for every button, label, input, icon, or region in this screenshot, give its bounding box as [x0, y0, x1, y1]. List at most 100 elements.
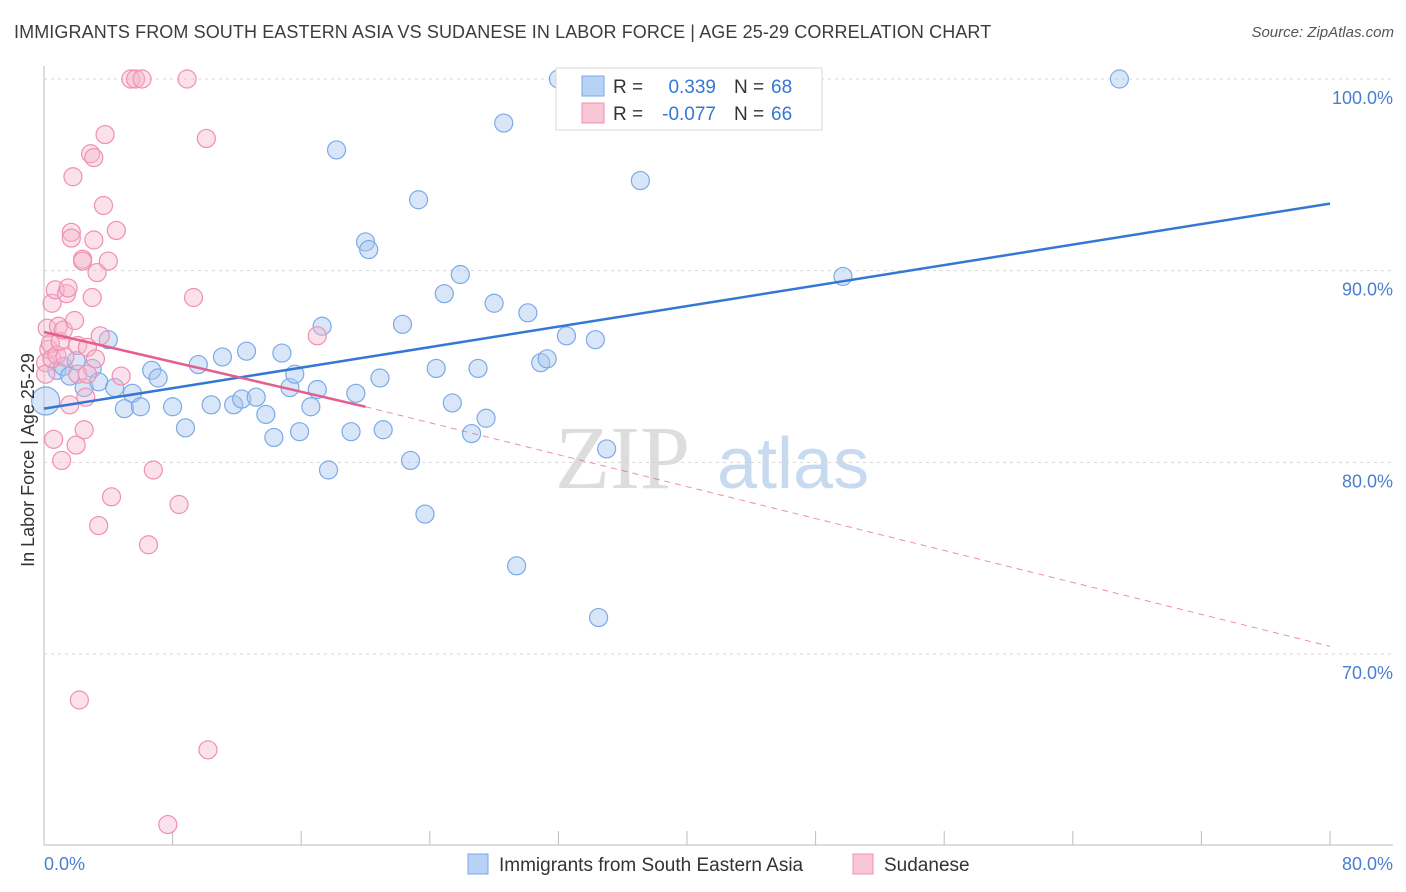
legend-r-label-sea: R = [613, 77, 643, 98]
data-point-south-eastern-asia [355, 232, 376, 252]
data-point-sudanese [196, 128, 216, 149]
data-point-south-eastern-asia [188, 354, 208, 375]
legend-r-value-sea: 0.339 [668, 77, 716, 98]
points-layer [31, 69, 1130, 835]
watermark-zip: ZIP [555, 409, 690, 508]
data-point-south-eastern-asia [114, 399, 134, 419]
data-point-south-eastern-asia [163, 397, 183, 417]
axis-layer: 100.0% 90.0% 80.0% 70.0% [43, 66, 1393, 846]
data-point-sudanese [95, 124, 115, 145]
data-point-sudanese [87, 262, 107, 283]
legend-n-label-sudanese: N = [734, 104, 764, 125]
data-point-south-eastern-asia [400, 450, 421, 471]
data-point-sudanese [61, 228, 81, 248]
data-point-south-eastern-asia [148, 368, 168, 388]
data-point-south-eastern-asia [476, 408, 496, 428]
data-point-sudanese [69, 690, 89, 710]
data-point-sudanese [143, 460, 163, 480]
data-point-sudanese [111, 366, 131, 386]
x-tick-label-min: 0.0% [44, 854, 85, 874]
data-point-sudanese [55, 347, 75, 367]
y-tick-label: 70.0% [1342, 663, 1393, 683]
y-tick-label: 90.0% [1342, 280, 1393, 300]
data-point-south-eastern-asia [130, 397, 151, 417]
data-point-sudanese [106, 220, 126, 241]
data-point-south-eastern-asia [434, 284, 454, 304]
bottom-legend-swatch-sudanese [852, 853, 874, 875]
trend-line-sudanese-extension [365, 406, 1331, 647]
data-point-south-eastern-asia [256, 404, 276, 425]
data-point-south-eastern-asia [359, 239, 379, 260]
trend-line-sudanese [43, 330, 366, 408]
data-point-south-eastern-asia [588, 607, 609, 628]
data-point-south-eastern-asia [341, 422, 361, 442]
data-point-sudanese [198, 740, 218, 760]
data-point-south-eastern-asia [232, 389, 252, 409]
bottom-legend-swatch-sea [467, 853, 489, 875]
data-point-sudanese [72, 251, 93, 271]
x-tick-label-max: 80.0% [1342, 854, 1393, 874]
correlation-legend: R = 0.339 N = 68 R = -0.077 N = 66 [555, 67, 823, 131]
data-point-sudanese [44, 429, 64, 449]
data-point-sudanese [169, 494, 189, 515]
data-point-south-eastern-asia [426, 358, 446, 379]
data-point-sudanese [82, 287, 102, 308]
data-point-south-eastern-asia [175, 418, 196, 438]
data-point-south-eastern-asia [415, 504, 435, 524]
data-point-sudanese [126, 69, 146, 89]
data-point-south-eastern-asia [597, 439, 617, 459]
data-point-sudanese [93, 195, 114, 216]
data-point-south-eastern-asia [201, 395, 221, 415]
trend-layer [43, 202, 1331, 647]
data-point-sudanese [74, 420, 94, 440]
data-point-south-eastern-asia [236, 341, 257, 361]
data-point-south-eastern-asia [518, 303, 538, 323]
data-point-sudanese [138, 535, 159, 555]
data-point-sudanese [132, 69, 152, 89]
trend-line-south-eastern-asia [43, 202, 1331, 410]
data-point-south-eastern-asia [392, 314, 413, 334]
y-tick-label: 100.0% [1332, 88, 1393, 108]
data-point-south-eastern-asia [537, 349, 557, 369]
legend-n-value-sudanese: 66 [771, 104, 792, 125]
legend-swatch-sea [581, 75, 605, 97]
chart-title: IMMIGRANTS FROM SOUTH EASTERN ASIA VS SU… [14, 22, 992, 42]
data-point-sudanese [307, 326, 327, 346]
data-point-south-eastern-asia [301, 397, 321, 417]
data-point-south-eastern-asia [246, 387, 266, 407]
data-point-sudanese [64, 310, 85, 331]
data-point-south-eastern-asia [408, 190, 429, 210]
data-point-south-eastern-asia [494, 113, 514, 133]
data-point-south-eastern-asia [289, 422, 310, 442]
grid-layer [44, 78, 1393, 655]
data-point-south-eastern-asia [630, 170, 650, 191]
data-point-sudanese [101, 487, 122, 507]
data-point-south-eastern-asia [318, 460, 339, 480]
data-point-south-eastern-asia [142, 360, 162, 380]
data-point-sudanese [84, 147, 104, 168]
watermark-atlas: atlas [717, 424, 869, 504]
chart-source: Source: ZipAtlas.com [1251, 24, 1394, 41]
legend-n-label-sea: N = [734, 77, 764, 98]
data-point-sudanese [158, 814, 178, 835]
data-point-sudanese [84, 230, 104, 250]
data-point-sudanese [85, 349, 106, 369]
series-legend: Immigrants from South Eastern Asia Sudan… [467, 853, 970, 876]
data-point-south-eastern-asia [272, 343, 292, 363]
legend-r-value-sudanese: -0.077 [662, 104, 716, 125]
data-point-south-eastern-asia [468, 358, 488, 379]
data-point-sudanese [177, 69, 197, 89]
data-point-sudanese [77, 364, 98, 384]
data-point-south-eastern-asia [346, 383, 366, 403]
data-point-sudanese [89, 515, 109, 536]
data-point-sudanese [121, 69, 141, 89]
y-axis-title: In Labor Force | Age 25-29 [18, 353, 38, 567]
data-point-sudanese [63, 167, 83, 187]
data-point-sudanese [61, 222, 81, 242]
data-point-south-eastern-asia [484, 293, 504, 313]
data-point-sudanese [66, 435, 86, 455]
data-point-south-eastern-asia [585, 330, 605, 350]
data-point-south-eastern-asia [461, 423, 482, 444]
data-point-south-eastern-asia [507, 556, 527, 576]
